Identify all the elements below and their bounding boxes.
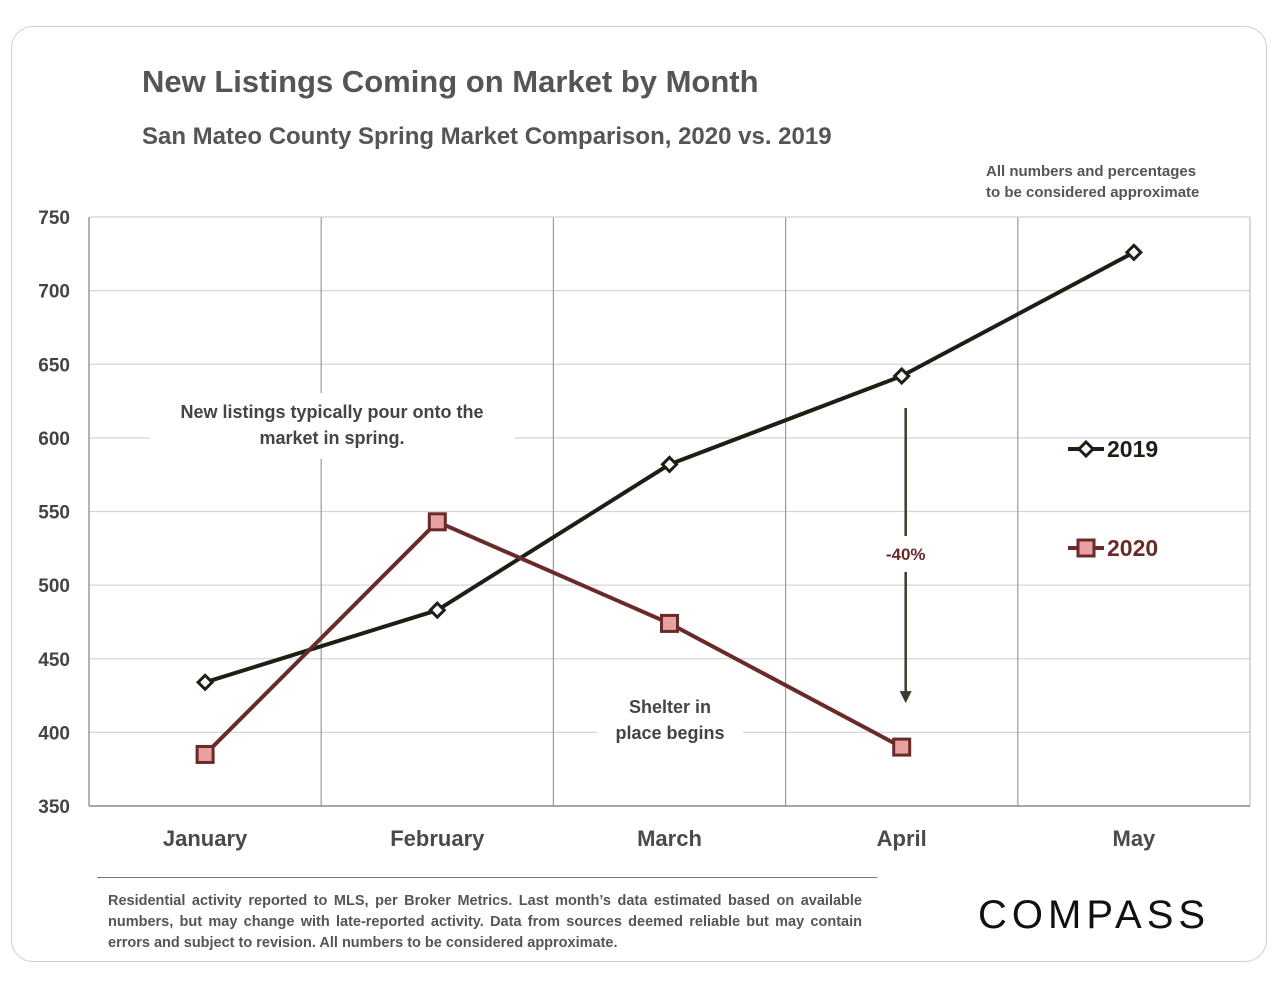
change-percent-label: -40% [886,545,926,564]
data-point-2020 [660,613,679,633]
y-tick-label: 650 [38,355,70,376]
legend-label-2020: 2020 [1107,535,1158,561]
legend-marker-2020 [1076,538,1096,558]
chart-subtitle: San Mateo County Spring Market Compariso… [142,123,832,150]
y-tick-label: 750 [38,208,70,229]
legend-marker-2019 [1076,439,1096,459]
approximation-note-line: to be considered approximate [986,184,1200,201]
data-point-2020 [892,737,912,757]
data-point-2019 [1124,243,1144,262]
data-point-2020 [427,512,447,532]
chart-title: New Listings Coming on Market by Month [142,64,759,99]
y-tick-label: 450 [38,650,70,671]
annotation-background [150,393,515,459]
change-arrow-head [899,691,912,704]
x-tick-label: January [163,826,248,851]
y-tick-label: 550 [38,503,70,524]
data-point-2020 [195,744,215,764]
series-line-2020 [203,519,903,756]
y-tick-label: 700 [38,282,70,303]
approximation-note-line: All numbers and percentages [986,163,1197,180]
compass-logo: COMPASS [978,893,1211,937]
x-tick-label: February [390,826,485,851]
y-tick-label: 500 [38,576,70,597]
x-tick-label: March [637,826,702,851]
data-point-2019 [660,455,679,474]
x-tick-label: May [1113,826,1157,851]
approximation-note: All numbers and percentages to be consid… [986,161,1199,203]
y-tick-label: 350 [38,797,70,818]
data-point-2019 [428,601,447,620]
annotation-spring-text: market in spring. [259,428,404,448]
data-point-2019 [892,366,911,386]
annotation-shelter-text: Shelter in [629,697,711,717]
legend-label-2019: 2019 [1107,436,1158,462]
annotation-shelter-text: place begins [615,723,724,743]
data-point-2019 [195,673,215,692]
annotation-background [597,690,743,748]
x-tick-label: April [877,826,927,851]
source-footnote: Residential activity reported to MLS, pe… [108,893,862,951]
y-tick-label: 400 [38,723,70,744]
y-tick-label: 600 [38,429,70,450]
footer-divider [97,877,877,878]
annotation-spring-text: New listings typically pour onto the [180,402,483,422]
